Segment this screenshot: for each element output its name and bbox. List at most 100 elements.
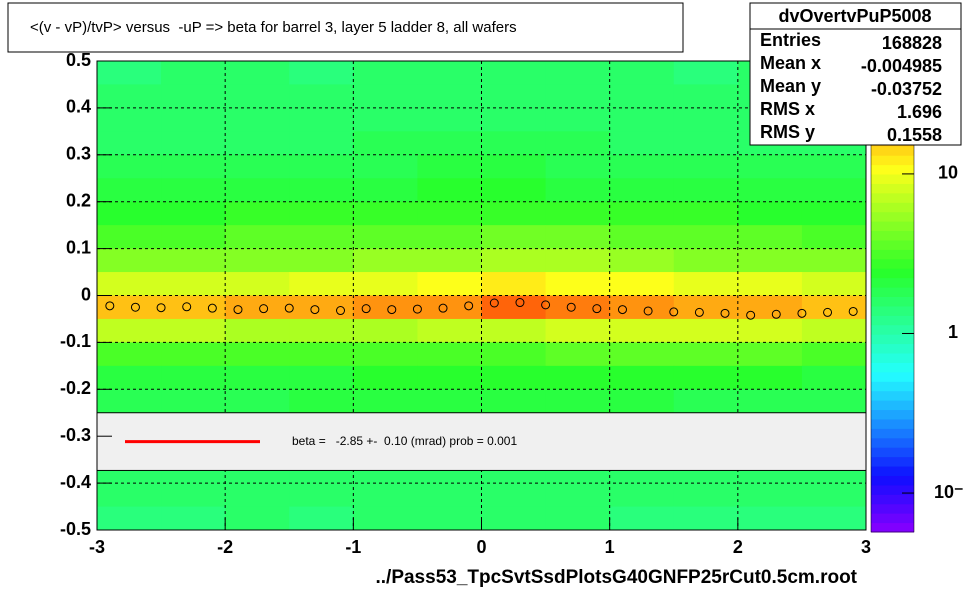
heatmap-cell (417, 295, 482, 320)
heatmap-cell (481, 272, 547, 296)
heatmap-cell (545, 342, 611, 367)
heatmap-cell (417, 61, 482, 85)
y-tick-label: -0.4 (60, 472, 91, 492)
heatmap-cell (289, 389, 354, 414)
heatmap-cell (417, 131, 482, 156)
profile-marker (489, 298, 499, 308)
y-tick-label: -0.3 (60, 425, 91, 445)
heatmap-cell (545, 84, 611, 109)
profile-marker (259, 304, 269, 314)
heatmap-cell (353, 61, 418, 85)
heatmap-cell (161, 389, 226, 414)
colorbar-step (871, 343, 914, 354)
heatmap-cell (737, 248, 803, 273)
heatmap-cell (481, 225, 547, 250)
heatmap-cell (737, 225, 803, 250)
heatmap-cell (417, 342, 482, 367)
heatmap-cell (417, 107, 482, 132)
heatmap-cell (225, 506, 290, 531)
colorbar-step (871, 522, 914, 533)
heatmap-cell (673, 389, 739, 414)
heatmap-cell (481, 201, 547, 226)
heatmap-cell (481, 131, 547, 156)
heatmap-cell (801, 365, 867, 390)
heatmap-cell (161, 506, 226, 531)
heatmap-cell (737, 342, 803, 367)
colorbar-step (871, 230, 914, 241)
colorbar-step (871, 258, 914, 269)
heatmap-cell (97, 84, 162, 109)
heatmap-cell (545, 248, 611, 273)
heatmap-cell (737, 389, 803, 414)
x-tick-label: -1 (345, 537, 361, 557)
heatmap-cell (609, 248, 675, 273)
heatmap-cell (673, 107, 739, 132)
colorbar-step (871, 277, 914, 288)
heatmap-cell (545, 154, 611, 179)
heatmap-cell (97, 365, 162, 390)
heatmap-cell (737, 201, 803, 226)
profile-marker (412, 304, 422, 314)
heatmap-cell (225, 389, 290, 414)
heatmap-cell (545, 131, 611, 156)
heatmap-cell (417, 248, 482, 273)
heatmap-cell (737, 318, 803, 343)
heatmap-cell (545, 295, 611, 320)
colorbar-step (871, 268, 914, 279)
heatmap-cell (97, 131, 162, 156)
stats-label: RMS y (760, 122, 815, 142)
profile-marker (643, 306, 653, 316)
heatmap-cell (801, 318, 867, 343)
colorbar-step (871, 202, 914, 213)
colorbar-step (871, 296, 914, 307)
heatmap-cell (289, 365, 354, 390)
profile-marker (515, 298, 525, 308)
heatmap-cell (353, 506, 418, 531)
heatmap-cell (481, 295, 547, 320)
legend-text: beta = -2.85 +- 0.10 (mrad) prob = 0.001 (292, 434, 517, 448)
colorbar-step (871, 249, 914, 260)
heatmap-cell (673, 178, 739, 203)
profile-marker (361, 304, 371, 314)
heatmap-cell (225, 295, 290, 320)
colorbar-step (871, 409, 914, 420)
y-tick-label: 0.4 (66, 97, 91, 117)
heatmap-cell (481, 506, 547, 531)
profile-marker (284, 303, 294, 313)
stats-name: dvOvertvPuP5008 (778, 6, 931, 26)
heatmap-cell (97, 154, 162, 179)
heatmap-cell (545, 365, 611, 390)
x-axis-label: ../Pass53_TpcSvtSsdPlotsG40GNFP25rCut0.5… (375, 567, 857, 588)
heatmap-cell (289, 178, 354, 203)
heatmap-cell (161, 107, 226, 132)
heatmap-cell (737, 506, 803, 531)
heatmap-cell (97, 318, 162, 343)
heatmap-cell (417, 154, 482, 179)
heatmap-cell (801, 342, 867, 367)
heatmap-cell (737, 483, 803, 508)
colorbar-step (871, 400, 914, 411)
chart-title: <(v - vP)/tvP> versus -uP => beta for ba… (30, 19, 517, 36)
heatmap-cell (353, 295, 418, 320)
y-tick-label: 0.5 (66, 50, 91, 70)
heatmap-cell (481, 107, 547, 132)
heatmap-cell (289, 483, 354, 508)
profile-marker (771, 309, 781, 319)
profile-marker (694, 307, 704, 317)
colorbar-step (871, 428, 914, 439)
heatmap-cell (225, 201, 290, 226)
heatmap-cell (545, 178, 611, 203)
heatmap-cell (673, 201, 739, 226)
profile-marker (130, 302, 140, 312)
heatmap-cell (609, 342, 675, 367)
y-tick-label: 0.2 (66, 190, 91, 210)
heatmap-cell (801, 154, 867, 179)
colorbar-step (871, 390, 914, 401)
profile-marker (823, 307, 833, 317)
heatmap-cell (225, 131, 290, 156)
colorbar-step (871, 305, 914, 316)
profile-marker (182, 302, 192, 312)
heatmap-cell (481, 84, 547, 109)
colorbar-step (871, 371, 914, 382)
